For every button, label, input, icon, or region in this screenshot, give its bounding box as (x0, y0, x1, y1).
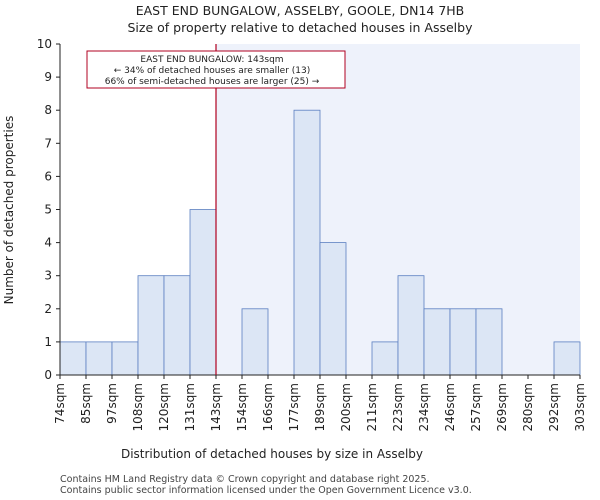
annotation-line-3: 66% of semi-detached houses are larger (… (105, 77, 320, 87)
histogram-bar (475, 308, 503, 376)
x-tick-label: 74sqm (53, 383, 67, 424)
histogram-bar (319, 242, 347, 376)
footer-line-1: Contains HM Land Registry data © Crown c… (60, 474, 430, 485)
x-axis-label: Distribution of detached houses by size … (121, 447, 423, 461)
y-tick-label: 8 (44, 103, 52, 117)
y-tick-label: 5 (44, 203, 52, 217)
x-tick-label: 108sqm (131, 383, 145, 431)
y-tick-label: 10 (37, 37, 52, 51)
histogram-bar (371, 341, 399, 376)
histogram-bar (85, 341, 113, 376)
histogram-bar (423, 308, 451, 376)
y-tick-label: 6 (44, 169, 52, 183)
x-tick-label: 303sqm (573, 383, 587, 431)
histogram-bar (189, 209, 217, 376)
chart-subtitle: Size of property relative to detached ho… (128, 20, 474, 35)
x-tick-label: 223sqm (391, 383, 405, 431)
histogram-bar (111, 341, 139, 376)
x-tick-label: 120sqm (157, 383, 171, 431)
histogram-bar (553, 341, 581, 376)
annotation-line-1: EAST END BUNGALOW: 143sqm (140, 55, 283, 65)
x-tick-label: 131sqm (183, 383, 197, 431)
histogram-bar (449, 308, 477, 376)
y-axis-label: Number of detached properties (2, 116, 16, 305)
histogram-bar (293, 109, 321, 376)
x-tick-label: 189sqm (313, 383, 327, 431)
x-tick-label: 143sqm (209, 383, 223, 431)
x-tick-label: 85sqm (79, 383, 93, 424)
histogram-bar (397, 275, 425, 376)
x-tick-label: 200sqm (339, 383, 353, 431)
y-tick-label: 2 (44, 302, 52, 316)
x-tick-label: 177sqm (287, 383, 301, 431)
y-tick-label: 0 (44, 368, 52, 382)
annotation-box: EAST END BUNGALOW: 143sqm ← 34% of detac… (86, 50, 346, 89)
x-tick-label: 234sqm (417, 383, 431, 431)
x-tick-label: 280sqm (521, 383, 535, 431)
x-tick-label: 292sqm (547, 383, 561, 431)
x-tick-label: 246sqm (443, 383, 457, 431)
chart-title: EAST END BUNGALOW, ASSELBY, GOOLE, DN14 … (136, 3, 465, 18)
histogram-bar (137, 275, 165, 376)
x-tick-label: 166sqm (261, 383, 275, 431)
x-tick-label: 97sqm (105, 383, 119, 424)
y-tick-label: 3 (44, 269, 52, 283)
x-tick-label: 269sqm (495, 383, 509, 431)
x-ticks: 74sqm 85sqm 97sqm 108sqm 120sqm 131sqm 143sqm 1… (53, 375, 587, 431)
annotation-line-2: ← 34% of detached houses are smaller (13… (114, 66, 311, 76)
histogram-bar (241, 308, 269, 376)
y-tick-label: 4 (44, 236, 52, 250)
histogram-bar (59, 341, 87, 376)
footer-line-2: Contains public sector information licen… (60, 485, 472, 496)
annotation-frame (86, 50, 346, 89)
x-tick-label: 257sqm (469, 383, 483, 431)
bars-layer (59, 109, 581, 376)
x-tick-label: 211sqm (365, 383, 379, 431)
x-tick-label: 154sqm (235, 383, 249, 431)
y-tick-label: 9 (44, 70, 52, 84)
histogram-bar (163, 275, 191, 376)
y-tick-label: 7 (44, 136, 52, 150)
y-ticks: 0 1 2 3 4 5 6 7 8 9 10 (37, 37, 60, 382)
y-tick-label: 1 (44, 335, 52, 349)
